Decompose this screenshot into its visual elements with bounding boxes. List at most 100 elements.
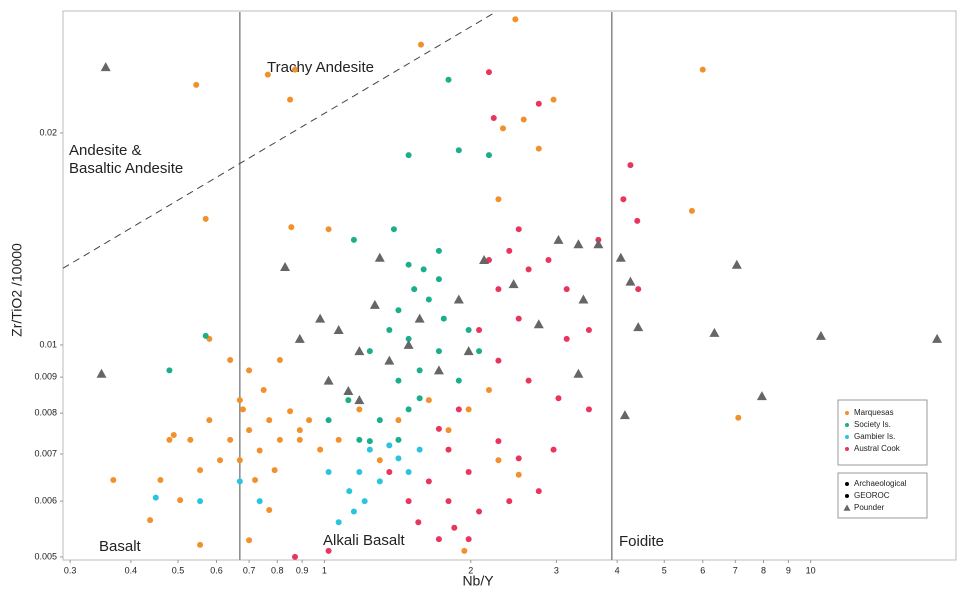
- point: [465, 327, 472, 334]
- point: [533, 319, 544, 329]
- point: [386, 469, 393, 476]
- point: [366, 438, 373, 445]
- point: [386, 327, 393, 334]
- point: [495, 457, 502, 464]
- point: [508, 279, 519, 289]
- point: [709, 327, 720, 337]
- point: [688, 207, 695, 214]
- legend-label: Pounder: [854, 503, 885, 512]
- point: [420, 266, 427, 273]
- x-axis-label: Nb/Y: [462, 573, 494, 589]
- point: [354, 346, 365, 356]
- point: [627, 162, 634, 169]
- point: [197, 541, 204, 548]
- x-tick-label: 0.4: [125, 565, 138, 575]
- legend-marker: [845, 411, 849, 415]
- point: [376, 478, 383, 485]
- point: [252, 476, 259, 483]
- point: [416, 446, 423, 453]
- point: [405, 335, 412, 342]
- point: [294, 333, 305, 343]
- point: [323, 375, 334, 385]
- point: [246, 427, 253, 434]
- point: [520, 116, 527, 123]
- point: [405, 406, 412, 413]
- boundary-line: [62, 11, 496, 269]
- point: [96, 368, 107, 378]
- point: [445, 76, 452, 83]
- point: [425, 296, 432, 303]
- point: [620, 196, 627, 203]
- legend-marker: [843, 504, 851, 511]
- point: [451, 524, 458, 531]
- point: [416, 367, 423, 374]
- point: [197, 467, 204, 474]
- x-tick-label: 10: [806, 565, 816, 575]
- point: [455, 406, 462, 413]
- y-tick-label: 0.008: [34, 408, 57, 418]
- point: [465, 406, 472, 413]
- point: [260, 386, 267, 393]
- point: [350, 236, 357, 243]
- point: [246, 537, 253, 544]
- point: [395, 436, 402, 443]
- point: [333, 325, 344, 335]
- region-label: Andesite &: [69, 142, 142, 159]
- point: [197, 498, 204, 505]
- point: [440, 315, 447, 322]
- legend-label: GEOROC: [854, 491, 890, 500]
- legend-box: [837, 399, 928, 466]
- point: [356, 436, 363, 443]
- x-tick-label: 9: [786, 565, 791, 575]
- point: [756, 391, 767, 401]
- x-tick-label: 0.8: [271, 565, 284, 575]
- point: [325, 547, 332, 554]
- point: [296, 436, 303, 443]
- point: [356, 469, 363, 476]
- point: [317, 446, 324, 453]
- point: [405, 498, 412, 505]
- x-tick-label: 5: [662, 565, 667, 575]
- point: [390, 226, 397, 233]
- point: [416, 395, 423, 402]
- point: [100, 62, 111, 72]
- point: [325, 469, 332, 476]
- point: [405, 152, 412, 159]
- point: [414, 313, 425, 323]
- point: [635, 286, 642, 293]
- point: [366, 348, 373, 355]
- point: [343, 386, 354, 396]
- y-tick-label: 0.005: [34, 551, 57, 561]
- point: [239, 406, 246, 413]
- point: [815, 330, 826, 340]
- point: [465, 469, 472, 476]
- point: [476, 508, 483, 515]
- point: [417, 41, 424, 48]
- x-tick-label: 7: [733, 565, 738, 575]
- x-tick-label: 0.7: [243, 565, 256, 575]
- legend-marker: [845, 447, 849, 451]
- point: [435, 348, 442, 355]
- point: [335, 436, 342, 443]
- point: [315, 313, 326, 323]
- point: [350, 508, 357, 515]
- point: [369, 299, 380, 309]
- point: [445, 446, 452, 453]
- region-label: Alkali Basalt: [323, 532, 406, 549]
- point: [264, 71, 271, 78]
- point: [485, 152, 492, 159]
- point: [485, 69, 492, 76]
- point: [206, 417, 213, 424]
- point: [147, 517, 154, 524]
- point: [384, 355, 395, 365]
- point: [634, 217, 641, 224]
- point: [525, 377, 532, 384]
- point: [395, 307, 402, 314]
- point: [435, 425, 442, 432]
- point: [287, 408, 294, 415]
- point: [495, 357, 502, 364]
- point: [435, 276, 442, 283]
- point: [266, 506, 273, 513]
- x-tick-label: 0.6: [210, 565, 223, 575]
- point: [227, 356, 234, 363]
